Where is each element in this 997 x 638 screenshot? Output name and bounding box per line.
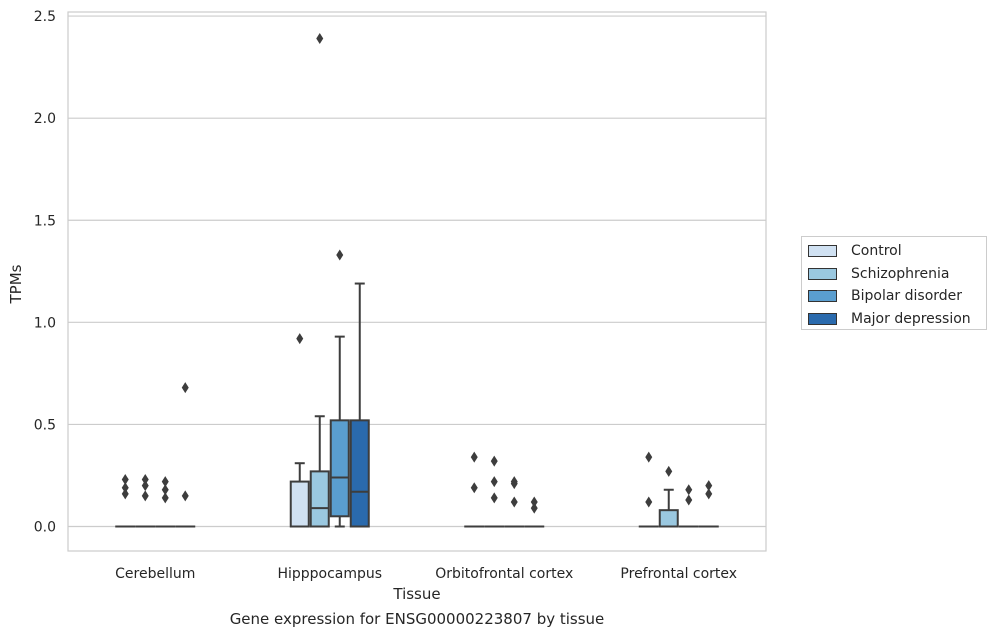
- box-plot-series: [115, 33, 719, 528]
- legend-item: Control: [808, 240, 986, 263]
- outlier-point: [161, 484, 169, 496]
- box-element: [155, 476, 176, 528]
- outlier-point: [645, 451, 653, 463]
- y-tick-label: 1.0: [34, 315, 56, 331]
- x-tick-label: Hipppocampus: [277, 566, 382, 582]
- outlier-point: [530, 496, 538, 508]
- outlier-point: [181, 382, 189, 394]
- x-tick-label: Prefrontal cortex: [620, 566, 737, 582]
- box-element: [175, 382, 196, 528]
- x-axis-title: Tissue: [392, 585, 440, 603]
- plot-frame: [67, 11, 767, 552]
- legend-label: Major depression: [851, 310, 971, 327]
- outlier-point: [336, 249, 344, 261]
- outlier-point: [121, 488, 129, 500]
- box-element: [289, 333, 310, 528]
- legend-swatch: [808, 267, 837, 280]
- box-element: [698, 480, 719, 528]
- outlier-point: [490, 492, 498, 504]
- outlier-point: [645, 496, 653, 508]
- outlier-point: [685, 494, 693, 506]
- outlier-point: [510, 496, 518, 508]
- outlier-point: [665, 465, 673, 477]
- box-element: [329, 249, 350, 528]
- box-element: [504, 476, 525, 528]
- box-iqr: [329, 419, 350, 518]
- outlier-point: [141, 480, 149, 492]
- legend-label: Schizophrenia: [851, 265, 950, 282]
- grid-lines: [68, 15, 766, 528]
- outlier-point: [121, 474, 129, 486]
- y-axis-ticks: 0.0 0.5 1.0 1.5 2.0 2.5: [34, 9, 56, 535]
- outlier-point: [510, 476, 518, 488]
- legend-swatch: [808, 290, 837, 303]
- box-element: [484, 455, 505, 528]
- legend-item: Schizophrenia: [808, 263, 986, 286]
- outlier-point: [470, 451, 478, 463]
- outlier-point: [161, 476, 169, 488]
- outlier-point: [121, 482, 129, 494]
- x-tick-label: Orbitofrontal cortex: [435, 566, 573, 582]
- legend: Control Schizophrenia Bipolar disorder Majo…: [801, 236, 987, 330]
- outlier-point: [470, 482, 478, 494]
- outlier-point: [490, 476, 498, 488]
- y-tick-label: 0.5: [34, 417, 56, 433]
- outlier-point: [705, 480, 713, 492]
- box-element: [349, 282, 370, 528]
- outlier-point: [161, 492, 169, 504]
- legend-swatch: [808, 312, 837, 325]
- legend-label: Control: [851, 243, 902, 260]
- box-element: [638, 451, 659, 528]
- y-tick-label: 0.0: [34, 520, 56, 536]
- outlier-point: [530, 502, 538, 514]
- legend-swatch: [808, 245, 837, 258]
- box-element: [464, 451, 485, 528]
- box-element: [524, 496, 545, 528]
- outlier-point: [141, 474, 149, 486]
- box-element: [309, 33, 330, 528]
- outlier-point: [685, 484, 693, 496]
- y-tick-label: 1.5: [34, 213, 56, 229]
- x-axis-ticks: Cerebellum Hipppocampus Orbitofrontal cort…: [115, 566, 737, 582]
- box-iqr: [658, 509, 679, 528]
- outlier-point: [490, 455, 498, 467]
- chart-caption: Gene expression for ENSG00000223807 by t…: [229, 610, 605, 628]
- outlier-point: [141, 490, 149, 502]
- box-iqr: [289, 480, 310, 528]
- outlier-point: [296, 333, 304, 345]
- outlier-point: [181, 490, 189, 502]
- outlier-point: [705, 488, 713, 500]
- outlier-point: [316, 33, 324, 45]
- box-element: [678, 484, 699, 528]
- legend-item: Major depression: [808, 308, 986, 331]
- box-element: [135, 474, 156, 528]
- x-tick-label: Cerebellum: [115, 566, 195, 582]
- legend-label: Bipolar disorder: [851, 288, 963, 305]
- box-iqr: [349, 419, 370, 528]
- box-element: [658, 465, 679, 528]
- y-tick-label: 2.5: [34, 9, 56, 25]
- box-iqr: [309, 470, 330, 528]
- legend-item: Bipolar disorder: [808, 285, 986, 308]
- y-tick-label: 2.0: [34, 111, 56, 127]
- y-axis-title: TPMs: [7, 264, 25, 304]
- box-element: [115, 474, 136, 528]
